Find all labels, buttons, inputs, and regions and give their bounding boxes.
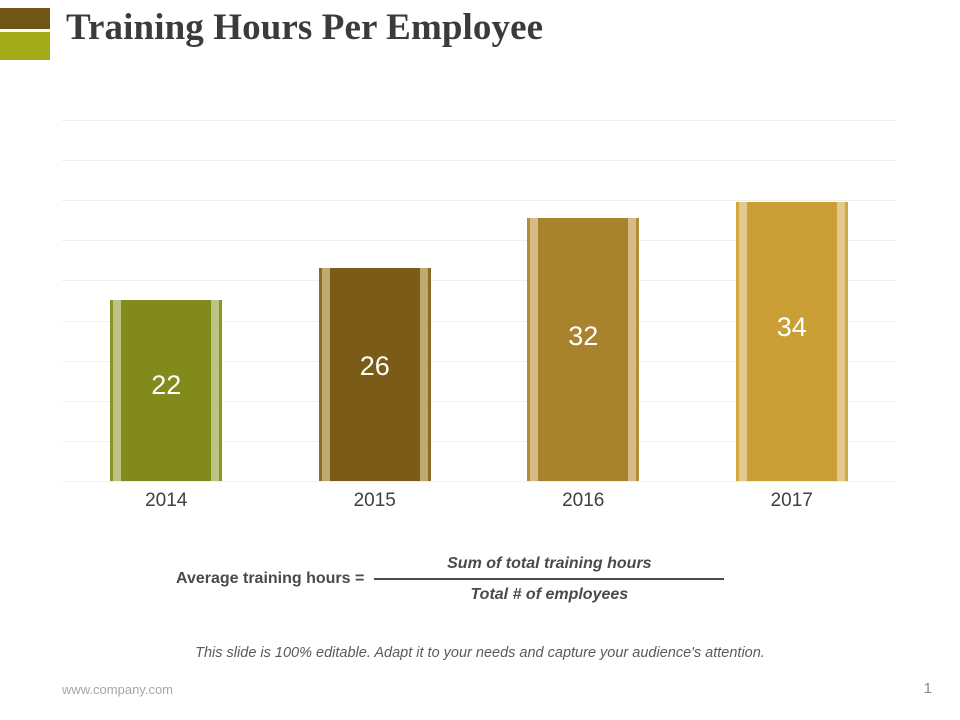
chart-bar[interactable]: 32 bbox=[527, 218, 640, 481]
formula-fraction: Sum of total training hours Total # of e… bbox=[374, 552, 725, 606]
formula-divider-line bbox=[374, 578, 725, 580]
slide-header: Training Hours Per Employee bbox=[0, 0, 960, 70]
bar-slot: 34 bbox=[688, 120, 897, 481]
bar-value-label: 22 bbox=[151, 370, 182, 400]
x-axis-tick-label: 2017 bbox=[770, 490, 813, 511]
bar-value-label: 26 bbox=[359, 351, 390, 381]
gridline bbox=[62, 200, 896, 201]
average-formula: Average training hours = Sum of total tr… bbox=[176, 548, 816, 610]
gridline bbox=[62, 160, 896, 161]
chart-x-axis: 2014 2015 2016 2017 bbox=[62, 490, 896, 520]
accent-top-bar bbox=[0, 8, 50, 29]
slide-editable-note: This slide is 100% editable. Adapt it to… bbox=[195, 645, 765, 661]
accent-bottom-bar bbox=[0, 32, 50, 60]
gridline bbox=[62, 361, 896, 362]
gridline bbox=[62, 120, 896, 121]
page-title: Training Hours Per Employee bbox=[66, 7, 544, 48]
title-accent-block bbox=[0, 8, 50, 60]
formula-numerator: Sum of total training hours bbox=[447, 554, 652, 572]
x-axis-tick-label: 2016 bbox=[562, 490, 605, 511]
bar-value-label: 34 bbox=[776, 312, 807, 342]
x-axis-tick-label: 2014 bbox=[145, 490, 188, 511]
formula-denominator: Total # of employees bbox=[470, 586, 629, 603]
bar-slot: 26 bbox=[271, 120, 480, 481]
gridline bbox=[62, 441, 896, 442]
bar-value-label: 32 bbox=[568, 321, 599, 351]
accent-divider bbox=[0, 29, 50, 32]
formula-left-side: Average training hours = bbox=[176, 570, 365, 587]
gridline bbox=[62, 401, 896, 402]
footer-page-number: 1 bbox=[923, 680, 932, 697]
footer-website-url: www.company.com bbox=[62, 682, 174, 697]
bar-chart: 22 26 32 34 bbox=[62, 120, 896, 482]
gridline bbox=[62, 240, 896, 241]
x-axis-tick-label: 2015 bbox=[353, 490, 396, 511]
bar-slot: 32 bbox=[479, 120, 688, 481]
chart-bar[interactable]: 34 bbox=[735, 202, 848, 481]
bar-slot: 22 bbox=[62, 120, 271, 481]
gridline-baseline bbox=[62, 481, 896, 482]
gridline bbox=[62, 280, 896, 281]
chart-bar[interactable]: 22 bbox=[110, 300, 223, 481]
chart-plot-area: 22 26 32 34 bbox=[62, 120, 896, 481]
gridline bbox=[62, 321, 896, 322]
chart-bar[interactable]: 26 bbox=[318, 268, 431, 481]
chart-gridlines bbox=[62, 120, 896, 482]
